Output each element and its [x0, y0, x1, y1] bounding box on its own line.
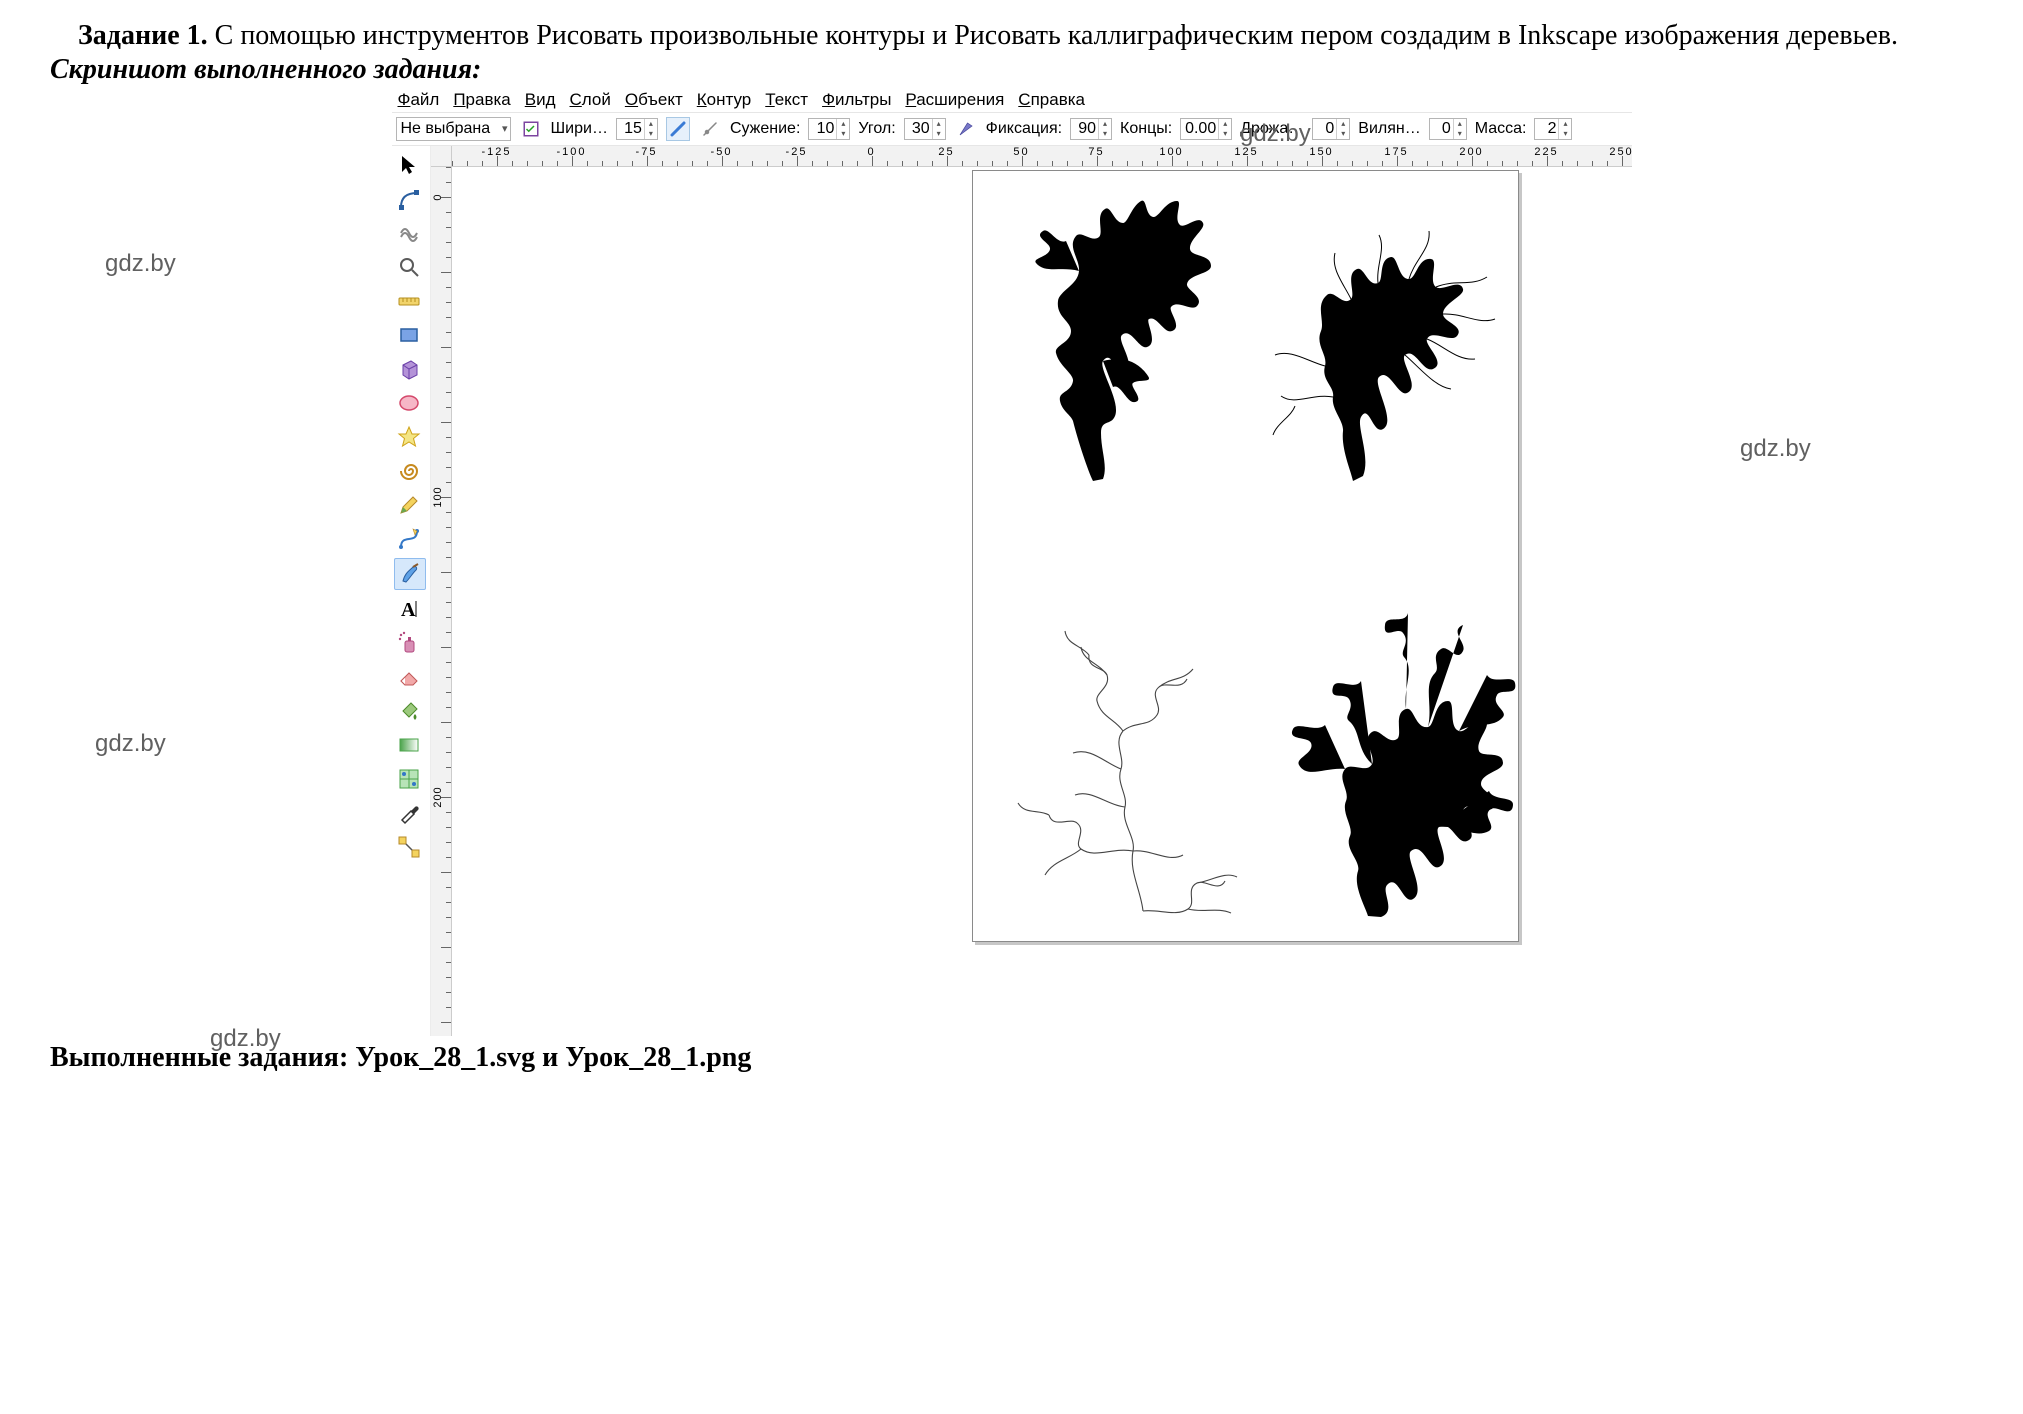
tool-options-bar: Не выбрана Шири… 15▴▾ Сужение: 10▴▾ Угол… [392, 112, 1632, 146]
spiral-tool[interactable] [394, 456, 424, 486]
watermark: gdz.by [95, 730, 166, 758]
bezier-tool[interactable] [394, 524, 424, 554]
menu-item[interactable]: Фильтры [822, 90, 891, 110]
gradient-tool[interactable] [394, 730, 424, 760]
tweak-tool[interactable] [394, 218, 424, 248]
box3d-tool[interactable] [394, 354, 424, 384]
menu-item[interactable]: Файл [398, 90, 440, 110]
workspace: A -125-100-75-50-25025507510012515017520… [392, 146, 1632, 1036]
spray-tool[interactable] [394, 628, 424, 658]
pencil-tool[interactable] [394, 490, 424, 520]
menu-item[interactable]: Объект [625, 90, 683, 110]
menu-item[interactable]: Слой [570, 90, 611, 110]
page [972, 170, 1519, 942]
caps-spin[interactable]: 0.00▴▾ [1180, 118, 1232, 140]
tree-2 [1273, 231, 1495, 481]
selector-tool[interactable] [394, 150, 424, 180]
svg-text:A: A [401, 599, 416, 621]
pressure-width-icon[interactable] [666, 117, 690, 141]
rect-tool[interactable] [394, 320, 424, 350]
calligraphy-tool[interactable] [394, 558, 426, 590]
menu-item[interactable]: Контур [697, 90, 752, 110]
mass-label: Масса: [1475, 120, 1527, 138]
edit-preset-icon[interactable] [519, 117, 543, 141]
task-paragraph: Задание 1. С помощью инструментов Рисова… [50, 20, 1973, 52]
paintbucket-tool[interactable] [394, 696, 424, 726]
angle-label: Угол: [858, 120, 895, 138]
screenshot-subtitle: Скриншот выполненного задания: [50, 54, 481, 86]
circle-tool[interactable] [394, 388, 424, 418]
trace-bg-icon[interactable] [698, 117, 722, 141]
footer-files: Выполненные задания: Урок_28_1.svg и Уро… [50, 1042, 1973, 1074]
ruler-corner [431, 146, 452, 167]
fixation-label: Фиксация: [986, 120, 1062, 138]
tremor-label: Дрожа… [1240, 120, 1304, 138]
caps-label: Концы: [1120, 120, 1172, 138]
wiggle-spin[interactable]: 0▴▾ [1429, 118, 1467, 140]
watermark: gdz.by [105, 250, 176, 278]
fixation-spin[interactable]: 90▴▾ [1070, 118, 1112, 140]
menu-item[interactable]: Расширения [905, 90, 1004, 110]
menu-item[interactable]: Правка [453, 90, 510, 110]
ruler-vertical: 0100200 [431, 167, 452, 1036]
wiggle-label: Вилян… [1358, 120, 1420, 138]
tree-4 [1291, 613, 1514, 917]
drawing-svg [973, 171, 1518, 941]
connector-tool[interactable] [394, 832, 424, 862]
menu-item[interactable]: Справка [1018, 90, 1085, 110]
angle-spin[interactable]: 30▴▾ [904, 118, 946, 140]
tilt-angle-icon[interactable] [954, 117, 978, 141]
thinning-label: Сужение: [730, 120, 800, 138]
text-tool[interactable]: A [394, 594, 424, 624]
tree-3 [1018, 631, 1237, 913]
menu-item[interactable]: Вид [525, 90, 556, 110]
tree-1 [1035, 201, 1211, 481]
thinning-spin[interactable]: 10▴▾ [808, 118, 850, 140]
menu-item[interactable]: Текст [765, 90, 808, 110]
page-wrap: Задание 1. С помощью инструментов Рисова… [20, 20, 2003, 1074]
mass-spin[interactable]: 2▴▾ [1534, 118, 1572, 140]
star-tool[interactable] [394, 422, 424, 452]
tremor-spin[interactable]: 0▴▾ [1312, 118, 1350, 140]
mesh-tool[interactable] [394, 764, 424, 794]
canvas-area: -125-100-75-50-2502550751001251501752002… [431, 146, 1632, 1036]
measure-tool[interactable] [394, 286, 424, 316]
zoom-tool[interactable] [394, 252, 424, 282]
dropper-tool[interactable] [394, 798, 424, 828]
inkscape-window: Файл Правка Вид Слой Объект Контур Текст Фильтр… [392, 88, 1632, 1036]
width-label: Шири… [551, 120, 608, 138]
task-text: С помощью инструментов Рисовать произвол… [208, 20, 1898, 51]
toolbox: A [392, 146, 431, 1036]
menubar[interactable]: Файл Правка Вид Слой Объект Контур Текст Фильтр… [392, 88, 1632, 112]
task-title: Задание 1. [78, 20, 208, 51]
watermark: gdz.by [1740, 435, 1811, 463]
canvas[interactable] [452, 167, 1632, 1036]
node-tool[interactable] [394, 184, 424, 214]
eraser-tool[interactable] [394, 662, 424, 692]
width-spin[interactable]: 15▴▾ [616, 118, 658, 140]
preset-combo[interactable]: Не выбрана [396, 117, 511, 141]
ruler-horizontal: -125-100-75-50-2502550751001251501752002… [452, 146, 1632, 167]
